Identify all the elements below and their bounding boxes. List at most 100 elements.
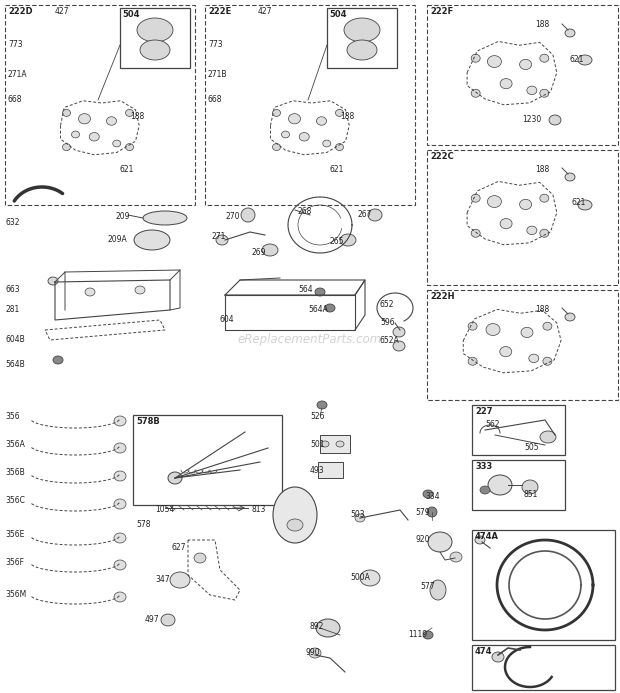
Text: 578B: 578B: [136, 417, 160, 426]
Ellipse shape: [114, 416, 126, 426]
Ellipse shape: [317, 401, 327, 409]
Text: 503: 503: [350, 510, 365, 519]
Ellipse shape: [529, 354, 539, 362]
Text: 474: 474: [475, 647, 492, 656]
Ellipse shape: [107, 116, 117, 125]
Text: 356A: 356A: [5, 440, 25, 449]
Text: 356: 356: [5, 412, 20, 421]
Ellipse shape: [194, 553, 206, 563]
Ellipse shape: [475, 536, 485, 544]
Text: 227: 227: [475, 407, 492, 416]
Text: 271B: 271B: [208, 70, 228, 79]
Ellipse shape: [500, 218, 512, 229]
Text: 356F: 356F: [5, 558, 24, 567]
Text: 281: 281: [5, 305, 19, 314]
Ellipse shape: [53, 356, 63, 364]
Ellipse shape: [540, 54, 549, 62]
Text: 188: 188: [535, 20, 549, 29]
Text: 497: 497: [145, 615, 159, 624]
Ellipse shape: [321, 441, 329, 447]
Text: 892: 892: [310, 622, 324, 631]
Text: 562: 562: [485, 420, 500, 429]
Ellipse shape: [85, 288, 95, 296]
Ellipse shape: [325, 304, 335, 312]
Text: 621: 621: [570, 55, 585, 64]
Text: 222H: 222H: [430, 292, 454, 301]
Ellipse shape: [161, 614, 175, 626]
Text: 564A: 564A: [308, 305, 328, 314]
Ellipse shape: [316, 116, 327, 125]
Text: 356B: 356B: [5, 468, 25, 477]
Text: 222D: 222D: [8, 7, 33, 16]
Ellipse shape: [125, 143, 133, 150]
Ellipse shape: [471, 194, 480, 202]
Ellipse shape: [114, 443, 126, 453]
Text: 773: 773: [208, 40, 223, 49]
Ellipse shape: [487, 195, 502, 207]
Text: 652: 652: [380, 300, 394, 309]
Ellipse shape: [393, 327, 405, 337]
Ellipse shape: [543, 322, 552, 330]
Ellipse shape: [241, 208, 255, 222]
Text: 334: 334: [425, 492, 440, 501]
Text: 505: 505: [524, 443, 539, 452]
Ellipse shape: [48, 277, 58, 285]
Ellipse shape: [468, 322, 477, 330]
Text: 627: 627: [172, 543, 187, 552]
Ellipse shape: [335, 109, 343, 116]
Ellipse shape: [140, 40, 170, 60]
Text: 621: 621: [330, 165, 344, 174]
Ellipse shape: [114, 560, 126, 570]
Text: 333: 333: [475, 462, 492, 471]
Ellipse shape: [500, 346, 511, 357]
Text: 188: 188: [130, 112, 144, 121]
Ellipse shape: [471, 54, 480, 62]
Text: 578: 578: [136, 520, 151, 529]
Ellipse shape: [520, 60, 531, 69]
Ellipse shape: [273, 487, 317, 543]
Text: 668: 668: [208, 95, 223, 104]
Ellipse shape: [288, 114, 301, 124]
Text: 188: 188: [535, 165, 549, 174]
Text: 209: 209: [115, 212, 130, 221]
Text: 347: 347: [155, 575, 170, 584]
Text: 773: 773: [8, 40, 22, 49]
Text: 222E: 222E: [208, 7, 231, 16]
Ellipse shape: [578, 200, 592, 210]
Ellipse shape: [143, 211, 187, 225]
Ellipse shape: [540, 89, 549, 97]
Ellipse shape: [368, 209, 382, 221]
Text: 1230: 1230: [522, 115, 541, 124]
Ellipse shape: [521, 327, 533, 337]
Text: 851: 851: [524, 490, 538, 499]
Text: 663: 663: [5, 285, 20, 294]
Ellipse shape: [114, 533, 126, 543]
Ellipse shape: [430, 580, 446, 600]
Ellipse shape: [549, 115, 561, 125]
Bar: [320, 435, 350, 453]
Ellipse shape: [527, 86, 537, 95]
Text: 427: 427: [258, 7, 273, 16]
Text: 504: 504: [329, 10, 347, 19]
Text: 526: 526: [310, 412, 324, 421]
Text: 577: 577: [420, 582, 435, 591]
Ellipse shape: [89, 132, 99, 141]
Text: 188: 188: [340, 112, 354, 121]
Text: 668: 668: [8, 95, 22, 104]
Ellipse shape: [347, 40, 377, 60]
Ellipse shape: [125, 109, 133, 116]
Ellipse shape: [565, 29, 575, 37]
Ellipse shape: [427, 507, 437, 517]
Text: 188: 188: [535, 305, 549, 314]
Ellipse shape: [316, 619, 340, 637]
Ellipse shape: [468, 357, 477, 365]
Ellipse shape: [578, 55, 592, 65]
Ellipse shape: [134, 230, 170, 250]
Text: 269: 269: [252, 248, 267, 257]
Ellipse shape: [565, 313, 575, 321]
Ellipse shape: [113, 140, 121, 147]
Text: 990: 990: [306, 648, 321, 657]
Ellipse shape: [63, 143, 71, 150]
Ellipse shape: [471, 89, 480, 97]
Text: 356C: 356C: [5, 496, 25, 505]
